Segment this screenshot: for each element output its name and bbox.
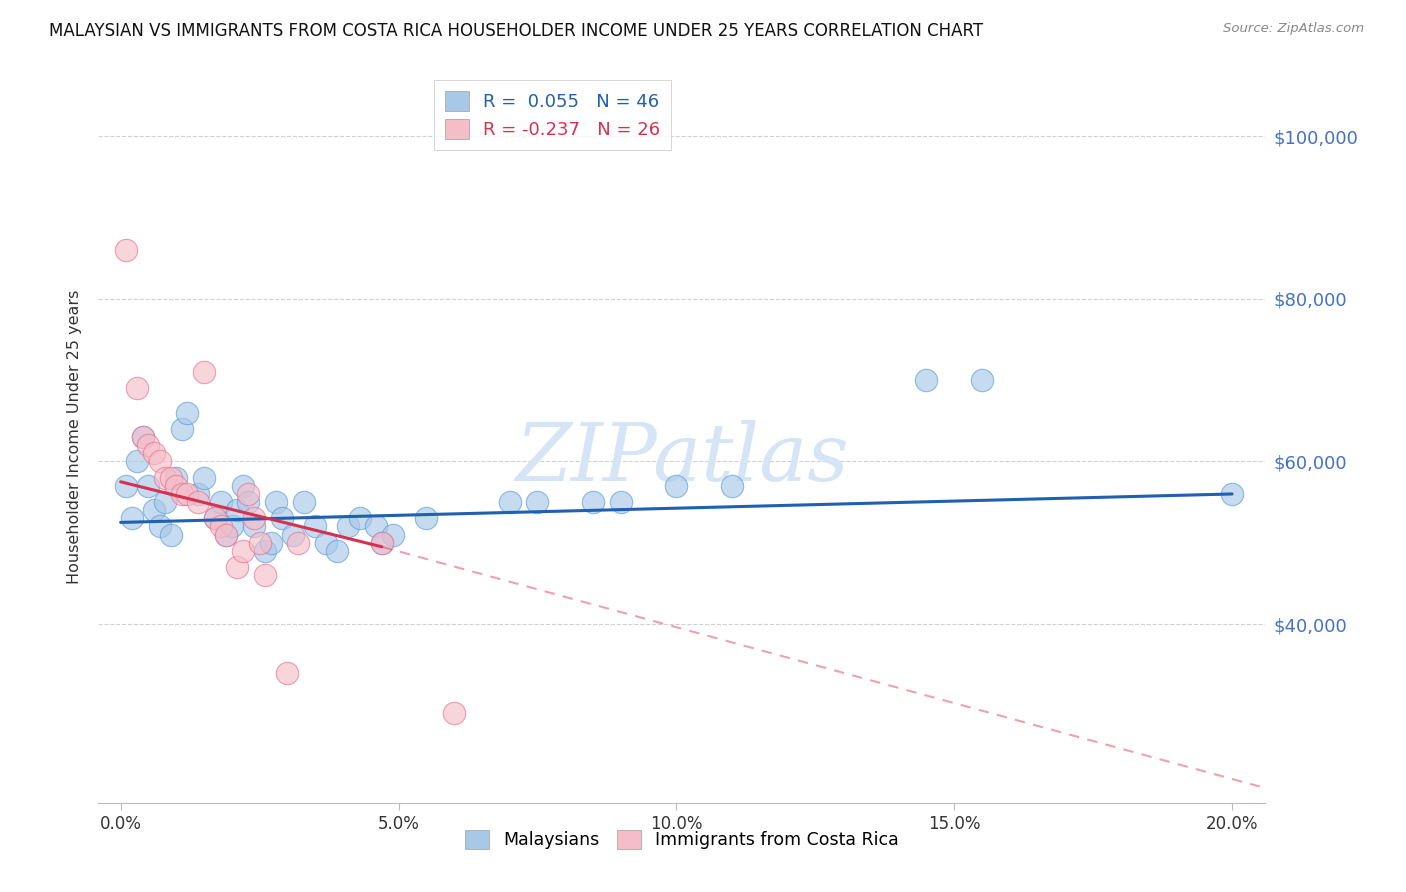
Point bbox=[187, 487, 209, 501]
Point bbox=[281, 527, 304, 541]
Point bbox=[610, 495, 633, 509]
Point bbox=[176, 487, 198, 501]
Point bbox=[915, 373, 938, 387]
Point bbox=[165, 479, 187, 493]
Point bbox=[349, 511, 371, 525]
Point bbox=[209, 519, 232, 533]
Point bbox=[1220, 487, 1243, 501]
Point bbox=[276, 665, 298, 680]
Point bbox=[665, 479, 688, 493]
Point bbox=[165, 471, 187, 485]
Point bbox=[264, 495, 287, 509]
Point bbox=[170, 487, 193, 501]
Point bbox=[148, 454, 170, 468]
Point bbox=[153, 495, 176, 509]
Text: ZIPatlas: ZIPatlas bbox=[515, 420, 849, 498]
Point bbox=[243, 519, 266, 533]
Point bbox=[526, 495, 548, 509]
Point bbox=[127, 454, 149, 468]
Point bbox=[138, 479, 160, 493]
Point bbox=[304, 519, 326, 533]
Point bbox=[115, 479, 138, 493]
Text: MALAYSIAN VS IMMIGRANTS FROM COSTA RICA HOUSEHOLDER INCOME UNDER 25 YEARS CORREL: MALAYSIAN VS IMMIGRANTS FROM COSTA RICA … bbox=[49, 22, 983, 40]
Point bbox=[121, 511, 143, 525]
Point bbox=[127, 381, 149, 395]
Point bbox=[970, 373, 993, 387]
Point bbox=[238, 487, 260, 501]
Point bbox=[254, 544, 277, 558]
Point bbox=[176, 406, 198, 420]
Point bbox=[371, 535, 394, 549]
Point bbox=[415, 511, 437, 525]
Point bbox=[187, 495, 209, 509]
Point bbox=[337, 519, 360, 533]
Legend: Malaysians, Immigrants from Costa Rica: Malaysians, Immigrants from Costa Rica bbox=[458, 823, 905, 856]
Point bbox=[381, 527, 404, 541]
Point bbox=[132, 430, 155, 444]
Point bbox=[204, 511, 226, 525]
Point bbox=[138, 438, 160, 452]
Point bbox=[315, 535, 337, 549]
Point bbox=[143, 503, 166, 517]
Point bbox=[193, 471, 215, 485]
Point bbox=[153, 471, 176, 485]
Point bbox=[193, 365, 215, 379]
Point bbox=[226, 503, 249, 517]
Point bbox=[292, 495, 315, 509]
Point bbox=[132, 430, 155, 444]
Point bbox=[209, 495, 232, 509]
Point bbox=[204, 511, 226, 525]
Point bbox=[582, 495, 605, 509]
Point bbox=[270, 511, 292, 525]
Point bbox=[721, 479, 744, 493]
Text: Source: ZipAtlas.com: Source: ZipAtlas.com bbox=[1223, 22, 1364, 36]
Point bbox=[371, 535, 394, 549]
Point bbox=[232, 479, 254, 493]
Point bbox=[243, 511, 266, 525]
Point bbox=[226, 560, 249, 574]
Point bbox=[148, 519, 170, 533]
Point bbox=[249, 535, 271, 549]
Point bbox=[326, 544, 349, 558]
Point bbox=[443, 706, 465, 721]
Y-axis label: Householder Income Under 25 years: Householder Income Under 25 years bbox=[67, 290, 83, 584]
Point bbox=[260, 535, 283, 549]
Point bbox=[232, 544, 254, 558]
Point bbox=[238, 495, 260, 509]
Point bbox=[215, 527, 238, 541]
Point bbox=[254, 568, 277, 582]
Point bbox=[159, 471, 181, 485]
Point bbox=[159, 527, 181, 541]
Point bbox=[287, 535, 309, 549]
Point bbox=[215, 527, 238, 541]
Point bbox=[143, 446, 166, 460]
Point bbox=[366, 519, 388, 533]
Point bbox=[221, 519, 243, 533]
Point bbox=[115, 243, 138, 257]
Point bbox=[170, 422, 193, 436]
Point bbox=[498, 495, 520, 509]
